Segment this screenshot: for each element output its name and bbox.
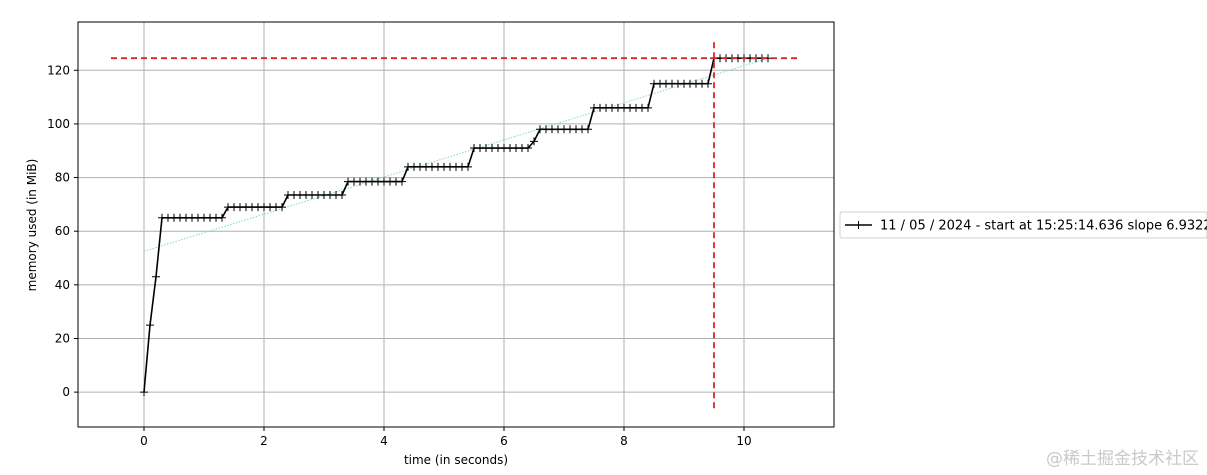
y-axis-label: memory used (in MiB) xyxy=(25,159,39,292)
y-tick-label: 60 xyxy=(55,224,70,238)
legend: 11 / 05 / 2024 - start at 15:25:14.636 s… xyxy=(839,211,1207,239)
legend-entry-label: 11 / 05 / 2024 - start at 15:25:14.636 s… xyxy=(880,219,1207,234)
data-point-marker xyxy=(218,213,226,222)
y-axis-ticks: 0 20 40 60 80 100 120 xyxy=(47,63,78,399)
x-tick-label: 2 xyxy=(260,434,268,448)
data-point-marker xyxy=(146,321,154,330)
x-axis-ticks: 0 2 4 6 8 10 xyxy=(140,427,752,448)
y-tick-label: 40 xyxy=(55,278,70,292)
data-point-marker xyxy=(278,203,286,212)
y-tick-label: 0 xyxy=(62,385,70,399)
x-tick-label: 0 xyxy=(140,434,148,448)
series-line xyxy=(143,57,768,393)
data-point-marker xyxy=(152,272,160,281)
x-axis-label: time (in seconds) xyxy=(404,453,508,467)
plot-frame xyxy=(77,21,835,428)
reference-lines xyxy=(111,40,801,409)
grid-lines xyxy=(78,22,834,427)
legend-box xyxy=(839,211,1207,239)
watermark: @稀土掘金技术社区 xyxy=(1046,449,1199,469)
data-point-marker xyxy=(398,177,406,186)
x-tick-label: 10 xyxy=(736,434,751,448)
series-memory xyxy=(140,54,772,397)
data-point-marker xyxy=(644,103,652,112)
x-tick-label: 8 xyxy=(620,434,628,448)
trend-line-segment xyxy=(143,57,769,252)
x-tick-label: 6 xyxy=(500,434,508,448)
y-tick-label: 80 xyxy=(55,171,70,185)
y-tick-label: 120 xyxy=(47,63,70,77)
y-tick-label: 100 xyxy=(47,117,70,131)
y-tick-label: 20 xyxy=(55,331,70,345)
x-tick-label: 4 xyxy=(380,434,388,448)
data-point-marker xyxy=(464,162,472,171)
trend-line xyxy=(143,57,769,252)
data-point-marker xyxy=(530,137,538,146)
data-point-marker xyxy=(524,144,532,153)
data-point-marker xyxy=(584,125,592,134)
data-point-marker xyxy=(338,190,346,199)
data-point-marker xyxy=(704,79,712,88)
data-point-marker xyxy=(140,388,148,397)
